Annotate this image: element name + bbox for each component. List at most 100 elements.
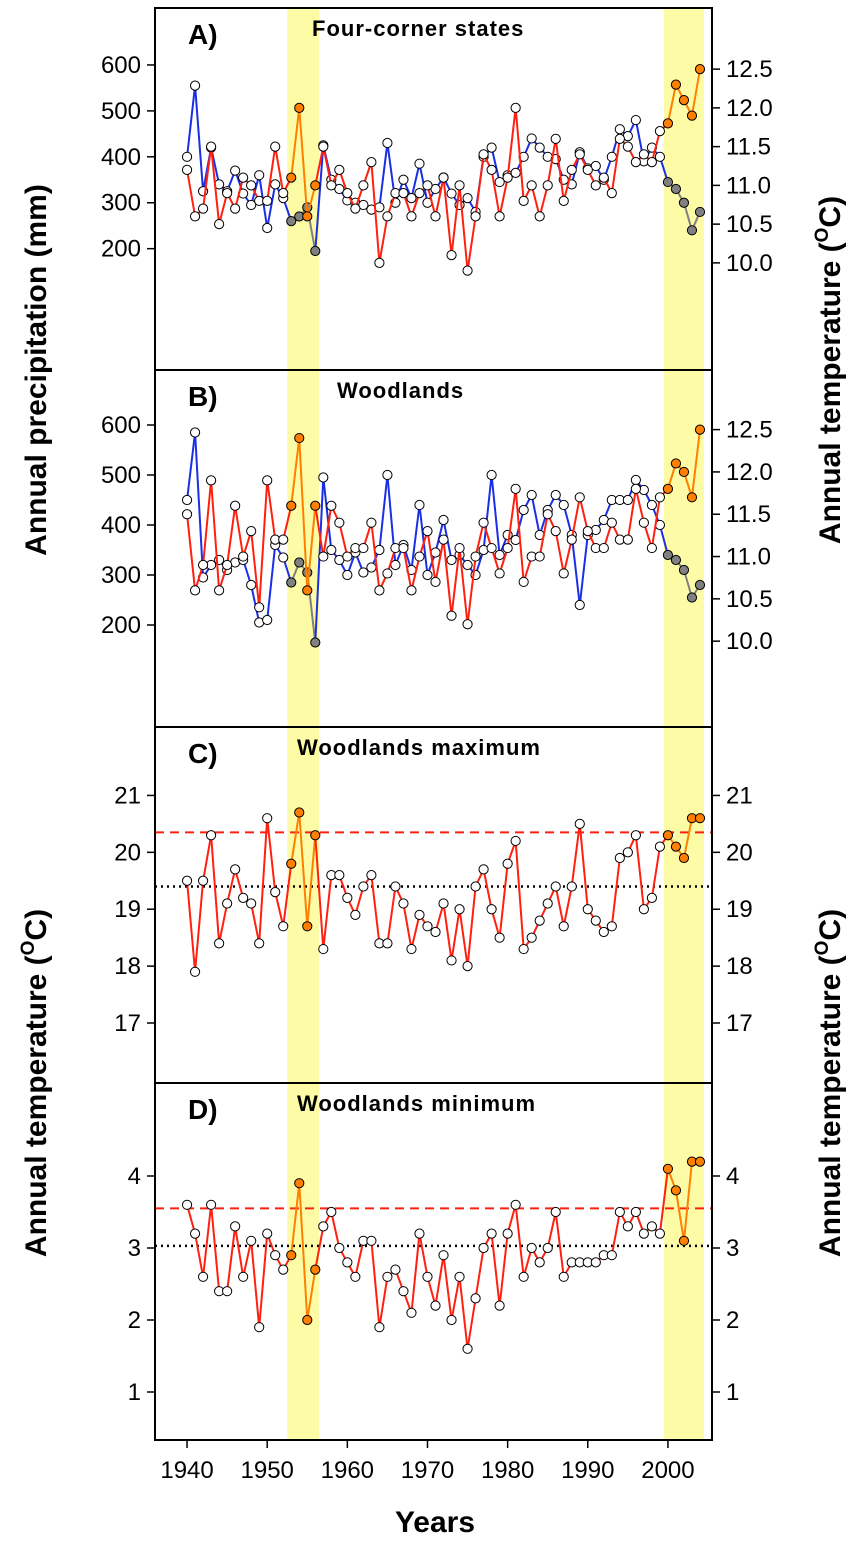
- panel-a-temperature-point: [398, 188, 409, 199]
- panel-b-right-tick-label: 11.5: [726, 501, 771, 528]
- panel-b-precipitation-point: [622, 494, 633, 506]
- panel-b-precipitation-segment: [194, 432, 205, 578]
- panel-a-temperature-point: [197, 203, 209, 214]
- panel-b-temperature-point: [630, 483, 641, 494]
- panel-b-temperature-point: [318, 551, 329, 562]
- panel-d-temperature-point: [422, 1271, 433, 1282]
- panel-d-temperature-point: [638, 1228, 649, 1239]
- panel-d-temperature-point: [622, 1221, 633, 1232]
- panel-b-temperature-point: [334, 517, 345, 528]
- panel-b-precipitation-point: [262, 614, 273, 626]
- panel-d-frame: [154, 1082, 713, 1441]
- panel-a-temperature-point: [302, 211, 313, 222]
- panel-b-temperature-point: [678, 466, 690, 478]
- panel-b-temperature-segment: [538, 514, 549, 557]
- panel-d-temperature-segment: [514, 1204, 525, 1277]
- panel-a-temperature-point: [638, 149, 649, 160]
- panel-b-temperature-segment: [250, 531, 261, 608]
- panel-b-title: Woodlands: [337, 378, 464, 403]
- panel-a-left-tick-label: 500: [101, 98, 141, 125]
- panel-c-temperature-point: [438, 898, 449, 909]
- panel-c-temperature-point: [518, 943, 529, 955]
- panel-b-precipitation-point: [294, 557, 305, 568]
- panel-b-temperature-point: [246, 526, 257, 537]
- panel-a-precipitation-segment: [490, 147, 501, 183]
- panel-b-precipitation-segment: [250, 584, 261, 623]
- panel-a-precipitation-point: [630, 114, 641, 126]
- panel-b-temperature-point: [670, 458, 682, 469]
- panel-b-temperature-point: [574, 492, 585, 503]
- panel-b-temperature-point: [478, 517, 489, 528]
- panel-a-left-tick-label: 600: [101, 52, 141, 79]
- panel-d-temperature-segment: [682, 1161, 693, 1241]
- panel-a-temperature-point: [654, 126, 666, 137]
- plot-area: [155, 64, 712, 1354]
- panel-b-temperature-point: [238, 551, 249, 562]
- panel-b-temperature-segment: [650, 497, 661, 549]
- panel-d-left-tick-label: 2: [128, 1307, 141, 1334]
- panel-a-precipitation-point: [446, 188, 457, 199]
- panel-c-temperature-segment: [442, 903, 453, 961]
- panel-b-precipitation-segment: [322, 477, 333, 551]
- panel-a-temperature-segment: [474, 154, 485, 217]
- x-tick-label: 1990: [561, 1457, 614, 1484]
- panel-b-precipitation-point: [662, 549, 674, 561]
- panel-b-temperature-segment: [466, 556, 477, 625]
- panel-b-temperature-segment: [450, 547, 461, 616]
- panel-b-right-tick-label: 12.5: [726, 417, 773, 444]
- panel-d-temperature-segment: [306, 1269, 317, 1321]
- panel-c-temperature-point: [342, 892, 353, 903]
- panel-c-temperature-segment: [210, 835, 221, 944]
- panel-c-temperature-point: [358, 881, 369, 892]
- panel-d-temperature-point: [278, 1264, 289, 1275]
- panel-d-temperature-segment: [466, 1298, 477, 1349]
- panel-a-temperature-point: [462, 265, 473, 276]
- panel-b-left-tick-label: 300: [101, 562, 141, 589]
- panel-b-precipitation-segment: [418, 504, 429, 576]
- panel-d-right-tick-label: 3: [726, 1235, 739, 1262]
- panel-d-temperature-point: [189, 1228, 201, 1239]
- panel-c-temperature-point: [558, 921, 569, 932]
- panel-c-temperature-point: [181, 875, 193, 886]
- panel-d-left-tick-label: 1: [128, 1379, 141, 1406]
- panel-d-temperature-segment: [658, 1168, 669, 1234]
- panel-a-temperature-segment: [562, 169, 573, 202]
- panel-a-temperature-segment: [426, 185, 437, 217]
- panel-d-temperature-point: [654, 1228, 666, 1239]
- panel-c-temperature-segment: [306, 835, 317, 927]
- panel-c-temperature-point: [590, 915, 601, 926]
- panel-d-temperature-segment: [234, 1226, 245, 1277]
- panel-b-precipitation-point: [374, 544, 385, 556]
- right-axis-label-temperature-top: Annual temperature (OC): [812, 196, 847, 544]
- x-tick-label: 1960: [321, 1457, 374, 1484]
- panel-d-temperature-segment: [378, 1276, 389, 1328]
- panel-b-temperature-segment: [442, 539, 453, 616]
- panel-b-temperature-point: [446, 610, 457, 621]
- panel-b-temperature-point: [294, 432, 305, 444]
- panel-d-temperature-point: [302, 1314, 313, 1326]
- panel-c-temperature-segment: [650, 846, 661, 898]
- panel-a-temperature-segment: [458, 185, 469, 271]
- panel-a-precipitation-point: [678, 197, 690, 208]
- panel-d-temperature-segment: [330, 1211, 341, 1249]
- panel-a-precipitation-point: [654, 151, 666, 162]
- panel-a-temperature-segment: [466, 216, 477, 271]
- panel-d-temperature-point: [550, 1206, 561, 1218]
- panel-b-temperature-point: [197, 559, 209, 571]
- panel-b-temperature-point: [358, 542, 369, 554]
- panel-b-temperature-point: [262, 475, 273, 486]
- right-axis-label-temperature-bottom: Annual temperature (OC): [812, 909, 847, 1257]
- panel-b-precipitation-point: [342, 569, 353, 581]
- panel-b-precipitation-segment: [266, 544, 277, 621]
- panel-d-temperature-segment: [354, 1240, 365, 1278]
- panel-d-temperature-point: [606, 1250, 617, 1261]
- panel-c-temperature-point: [694, 813, 706, 824]
- panel-b-temperature-segment: [314, 505, 325, 557]
- panel-c-temperature-segment: [554, 886, 565, 927]
- panel-c-frame: [154, 726, 713, 1084]
- panel-b-right-tick-label: 10.0: [726, 628, 773, 655]
- panel-a-temperature-segment: [298, 107, 309, 217]
- panel-c-temperature-segment: [682, 818, 693, 859]
- panel-a-precipitation-point: [286, 216, 297, 227]
- panel-c-temperature-segment: [298, 812, 309, 927]
